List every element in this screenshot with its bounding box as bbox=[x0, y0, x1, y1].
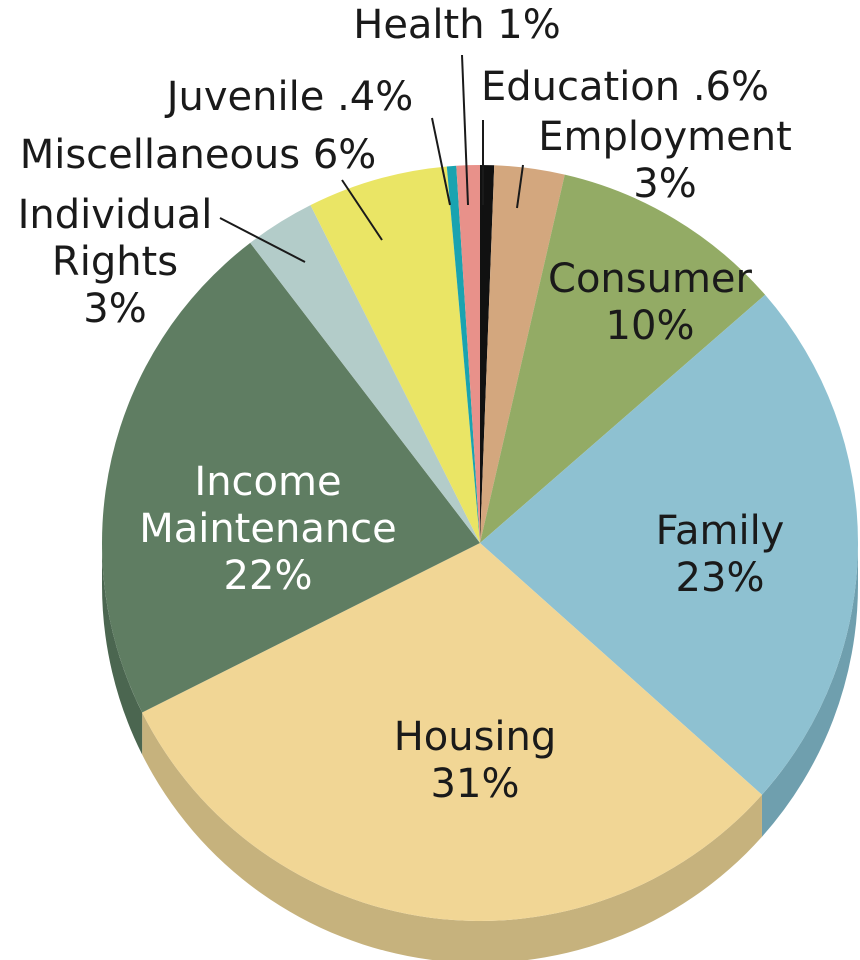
slice-label-line: Health 1% bbox=[353, 2, 561, 48]
slice-label-consumer: Consumer 10% bbox=[548, 256, 753, 349]
slice-label-line: Maintenance bbox=[139, 506, 397, 552]
slice-label-employment: Employment 3% bbox=[538, 114, 792, 207]
pie-slice-housing bbox=[142, 543, 762, 922]
leader-line-miscellaneous bbox=[341, 179, 383, 241]
slice-label-family: Family 23% bbox=[656, 508, 785, 601]
pie-slice-juvenile bbox=[446, 165, 480, 543]
slice-label-line: 10% bbox=[606, 303, 695, 349]
slice-label-miscellaneous: Miscellaneous 6% bbox=[20, 132, 377, 178]
slice-label-line: Rights bbox=[52, 239, 178, 285]
pie-depth-family bbox=[761, 543, 858, 837]
pie-slice-employment bbox=[480, 165, 565, 543]
slice-label-line: Miscellaneous 6% bbox=[20, 132, 377, 178]
leader-line-employment bbox=[516, 164, 524, 209]
slice-label-line: Education .6% bbox=[481, 64, 769, 110]
pie-depth-housing bbox=[142, 712, 762, 960]
slice-labels: Education .6%Employment 3%Consumer 10%Fami… bbox=[18, 2, 792, 807]
pie-slice-health bbox=[456, 165, 480, 543]
slice-label-line: Consumer bbox=[548, 256, 753, 302]
pie-slices bbox=[102, 165, 858, 922]
slice-label-line: Family bbox=[656, 508, 785, 554]
slice-label-line: Juvenile .4% bbox=[164, 74, 414, 120]
slice-label-line: Housing bbox=[394, 714, 557, 760]
slice-label-line: Employment bbox=[538, 114, 792, 160]
leader-lines bbox=[219, 54, 524, 263]
pie-depth bbox=[102, 543, 858, 960]
slice-label-line: 3% bbox=[633, 161, 696, 207]
pie-slice-individual-rights bbox=[250, 205, 480, 544]
slice-label-line: 31% bbox=[431, 761, 520, 807]
slice-label-housing: Housing 31% bbox=[394, 714, 557, 807]
pie-slice-family bbox=[480, 294, 858, 795]
pie-slice-education bbox=[480, 165, 495, 543]
slice-label-line: 23% bbox=[676, 555, 765, 601]
slice-label-health: Health 1% bbox=[353, 2, 561, 48]
slice-label-juvenile: Juvenile .4% bbox=[164, 74, 414, 120]
leader-line-juvenile bbox=[431, 117, 451, 206]
slice-label-line: Individual bbox=[18, 192, 213, 238]
slice-label-individual-rights: Individual Rights 3% bbox=[18, 192, 213, 332]
slice-label-line: 22% bbox=[224, 553, 313, 599]
slice-label-line: 3% bbox=[83, 286, 146, 332]
slice-label-education: Education .6% bbox=[481, 64, 769, 110]
pie-slice-miscellaneous bbox=[310, 166, 480, 544]
pie-slice-consumer bbox=[480, 174, 766, 543]
leader-line-health bbox=[461, 54, 469, 206]
leader-line-individual-rights bbox=[219, 217, 306, 263]
slice-label-line: Income bbox=[194, 459, 341, 505]
pie-slice-income-maintenance bbox=[102, 242, 480, 713]
slice-label-income-maintenance: Income Maintenance 22% bbox=[139, 459, 397, 599]
pie-depth-income-maintenance bbox=[102, 543, 143, 755]
